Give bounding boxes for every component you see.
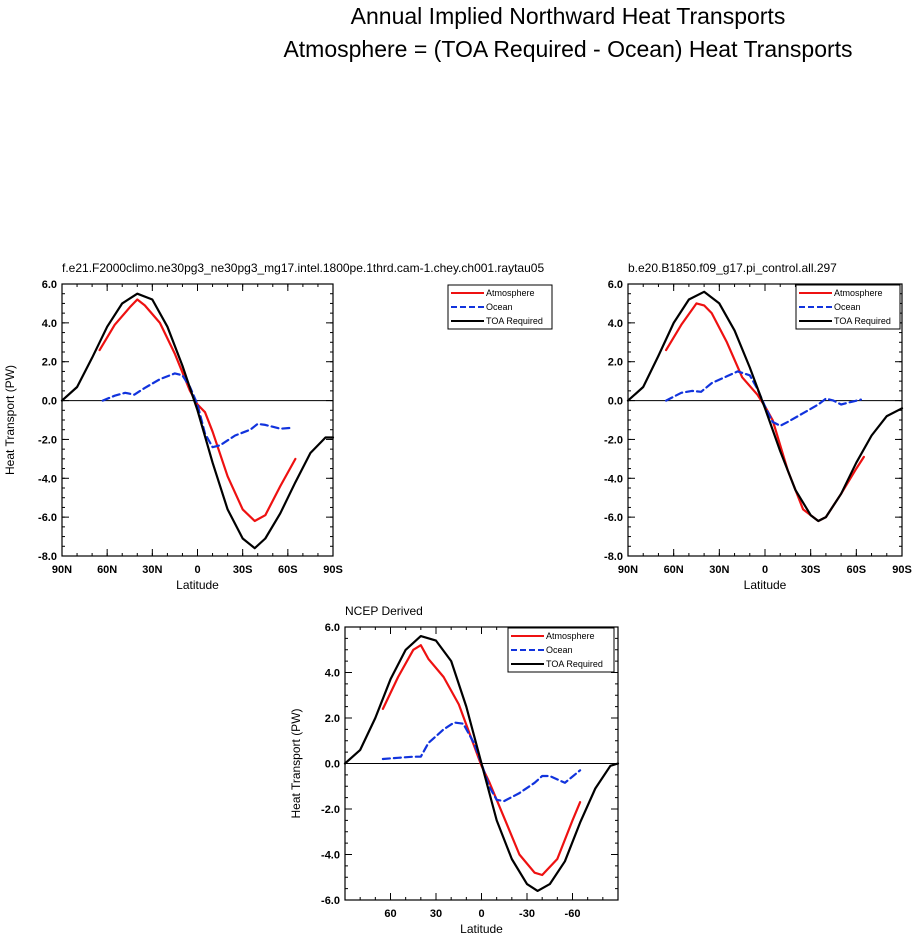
legend-label: Atmosphere — [546, 631, 595, 641]
x-tick-label: 0 — [762, 564, 768, 576]
series-ocean-line — [664, 370, 863, 427]
x-tick-label: 30N — [709, 564, 729, 576]
y-tick-label: -6.0 — [38, 512, 57, 524]
legend-label: Atmosphere — [834, 288, 883, 298]
y-tick-label: 0.0 — [608, 396, 623, 408]
y-axis-label: Heat Transport (PW) — [289, 708, 303, 818]
y-tick-label: -6.0 — [604, 512, 623, 524]
series-toa-required-line — [626, 290, 904, 523]
x-tick-label: 30 — [430, 908, 442, 920]
x-tick-label: 90N — [52, 564, 72, 576]
x-tick-label: 0 — [194, 564, 200, 576]
x-tick-label: 90S — [892, 564, 912, 576]
panel-b1850-control: b.e20.B1850.f09_g17.pi_control.all.297 90… — [604, 261, 912, 592]
panel-cam-climo: f.e21.F2000climo.ne30pg3_ne30pg3_mg17.in… — [3, 261, 553, 592]
y-tick-label: 6.0 — [608, 279, 623, 291]
legend-label: Ocean — [486, 302, 513, 312]
y-tick-label: -4.0 — [38, 473, 57, 485]
y-tick-label: 4.0 — [42, 318, 57, 330]
x-tick-label: 90S — [323, 564, 343, 576]
y-tick-label: 4.0 — [325, 668, 340, 680]
y-tick-label: -8.0 — [604, 551, 623, 563]
legend-label: TOA Required — [486, 316, 543, 326]
legend-label: TOA Required — [834, 316, 891, 326]
x-tick-label: 30S — [233, 564, 253, 576]
legend-label: Atmosphere — [486, 288, 535, 298]
y-tick-label: -8.0 — [38, 551, 57, 563]
x-axis-label: Latitude — [744, 578, 787, 592]
x-tick-label: 60S — [278, 564, 298, 576]
y-tick-label: -6.0 — [321, 895, 340, 907]
panel-title: NCEP Derived — [345, 604, 423, 618]
y-tick-label: 0.0 — [325, 759, 340, 771]
x-tick-label: 0 — [478, 908, 484, 920]
x-axis-label: Latitude — [460, 922, 503, 936]
x-tick-label: 30N — [142, 564, 162, 576]
x-tick-label: 60N — [97, 564, 117, 576]
x-tick-label: 60N — [664, 564, 684, 576]
y-tick-label: 6.0 — [325, 622, 340, 634]
x-axis-label: Latitude — [176, 578, 219, 592]
series-toa-required-line — [343, 634, 620, 893]
y-tick-label: 2.0 — [325, 713, 340, 725]
y-axis-label: Heat Transport (PW) — [3, 365, 17, 475]
y-tick-label: 0.0 — [42, 396, 57, 408]
y-tick-label: 4.0 — [608, 318, 623, 330]
series-atmosphere-line — [664, 302, 866, 523]
y-tick-label: 2.0 — [608, 357, 623, 369]
series-ocean-line — [101, 372, 294, 449]
series-toa-required-line — [60, 292, 335, 550]
x-tick-label: 90N — [618, 564, 638, 576]
y-tick-label: 2.0 — [42, 357, 57, 369]
x-tick-label: 60 — [384, 908, 396, 920]
y-tick-label: -4.0 — [321, 850, 340, 862]
y-tick-label: -4.0 — [604, 473, 623, 485]
legend-label: Ocean — [546, 645, 573, 655]
y-tick-label: -2.0 — [321, 804, 340, 816]
y-tick-label: -2.0 — [38, 434, 57, 446]
plot-frame — [61, 283, 334, 557]
panel-title: b.e20.B1850.f09_g17.pi_control.all.297 — [628, 261, 837, 275]
x-tick-label: 60S — [847, 564, 867, 576]
legend-label: Ocean — [834, 302, 861, 312]
plot-frame — [627, 283, 903, 557]
figure-title-line-1: Annual Implied Northward Heat Transports — [351, 3, 786, 29]
panel-title: f.e21.F2000climo.ne30pg3_ne30pg3_mg17.in… — [62, 261, 544, 275]
panel-ncep-derived: NCEP Derived 60 30 0 -30 -60 6.0 4.0 2.0 0.0 -2.0 -… — [289, 604, 620, 936]
y-tick-label: -2.0 — [604, 434, 623, 446]
x-tick-label: 30S — [801, 564, 821, 576]
plot-frame — [344, 626, 619, 901]
figure-title-line-2: Atmosphere = (TOA Required - Ocean) Heat… — [283, 36, 852, 62]
legend-label: TOA Required — [546, 659, 603, 669]
x-tick-label: -30 — [519, 908, 535, 920]
y-tick-label: 6.0 — [42, 279, 57, 291]
x-tick-label: -60 — [565, 908, 581, 920]
series-atmosphere-line — [98, 298, 297, 523]
